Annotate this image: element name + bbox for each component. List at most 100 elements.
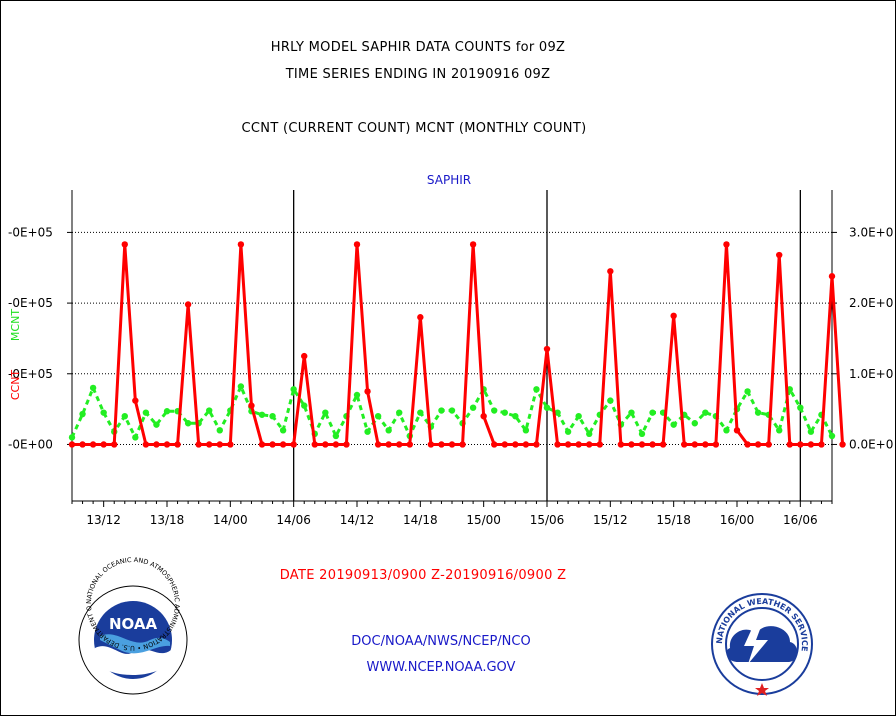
- y-axis-label-ccnt: CCNT: [9, 370, 22, 401]
- data-point-mcnt: [564, 428, 572, 435]
- data-point-ccnt: [153, 441, 160, 448]
- data-point-mcnt: [723, 427, 730, 434]
- nws-logo: NATIONAL WEATHER SERVICE: [711, 593, 813, 696]
- data-point-ccnt: [142, 441, 150, 448]
- y-tick-label-right: 0.0E+0: [849, 437, 893, 451]
- data-point-ccnt: [322, 441, 329, 448]
- data-point-ccnt: [227, 441, 234, 448]
- data-point-ccnt: [68, 441, 76, 448]
- data-point-mcnt: [533, 386, 540, 393]
- data-point-ccnt: [111, 441, 118, 448]
- y-tick-label-left: -0E+05: [8, 367, 53, 381]
- data-point-mcnt: [322, 409, 329, 416]
- data-point-mcnt: [364, 428, 371, 435]
- noaa-ring-text: NATIONAL OCEANIC AND ATMOSPHERIC ADMINIS…: [0, 0, 181, 652]
- data-point-mcnt: [628, 409, 635, 416]
- chart-title-line1: HRLY MODEL SAPHIR DATA COUNTS for 09Z: [271, 40, 566, 55]
- data-point-mcnt: [89, 384, 97, 392]
- x-tick-label: 15/06: [530, 513, 565, 527]
- data-point-ccnt: [733, 427, 741, 434]
- data-point-mcnt: [258, 411, 266, 418]
- data-point-mcnt: [501, 409, 508, 416]
- data-point-mcnt: [396, 409, 403, 416]
- data-point-mcnt: [153, 421, 160, 428]
- data-point-ccnt: [596, 441, 603, 448]
- data-point-ccnt: [628, 441, 635, 448]
- y-tick-label-left: -0E+05: [8, 225, 53, 239]
- data-point-mcnt: [776, 427, 783, 434]
- data-point-ccnt: [501, 441, 508, 448]
- data-point-ccnt: [258, 441, 266, 448]
- data-point-mcnt: [290, 386, 297, 393]
- data-point-mcnt: [132, 434, 139, 441]
- data-point-ccnt: [364, 388, 371, 395]
- data-point-ccnt: [343, 441, 350, 448]
- data-point-ccnt: [174, 441, 181, 448]
- axis-layer: [67, 190, 837, 507]
- data-point-ccnt: [702, 441, 709, 448]
- y-tick-label-right: 2.0E+0: [849, 296, 893, 310]
- data-point-mcnt: [121, 412, 128, 420]
- data-point-ccnt: [522, 441, 530, 448]
- data-point-ccnt: [670, 312, 677, 320]
- data-point-ccnt: [248, 402, 255, 409]
- x-tick-label: 14/00: [213, 513, 248, 527]
- x-tick-label: 15/18: [656, 513, 691, 527]
- data-point-ccnt: [828, 273, 836, 280]
- data-point-mcnt: [279, 427, 287, 434]
- data-point-ccnt: [406, 441, 413, 448]
- data-point-mcnt: [438, 407, 445, 414]
- data-point-ccnt: [818, 441, 825, 448]
- credit-line-2[interactable]: WWW.NCEP.NOAA.GOV: [367, 660, 516, 675]
- data-point-mcnt: [522, 427, 530, 434]
- data-point-mcnt: [216, 427, 223, 434]
- data-point-ccnt: [89, 441, 97, 448]
- data-point-mcnt: [332, 432, 340, 440]
- data-point-ccnt: [564, 441, 572, 448]
- data-point-mcnt: [575, 412, 582, 420]
- data-point-ccnt: [184, 301, 192, 308]
- data-point-ccnt: [448, 441, 456, 448]
- data-point-mcnt: [797, 404, 804, 411]
- data-point-ccnt: [121, 241, 128, 248]
- data-point-mcnt: [184, 420, 192, 427]
- data-point-ccnt: [290, 441, 297, 448]
- x-tick-label: 14/06: [276, 513, 311, 527]
- data-point-mcnt: [385, 427, 392, 434]
- data-point-mcnt: [807, 428, 815, 435]
- x-tick-label: 13/18: [150, 513, 185, 527]
- y-axis-label-mcnt: MCNT: [9, 309, 22, 341]
- x-tick-label: 16/06: [783, 513, 818, 527]
- data-point-ccnt: [554, 441, 561, 448]
- data-point-ccnt: [723, 241, 730, 248]
- data-point-ccnt: [301, 352, 308, 360]
- data-point-ccnt: [543, 345, 551, 353]
- data-point-ccnt: [132, 397, 139, 404]
- tick-label-layer: -0E+00 0.0E+0 -0E+05 1.0E+0 -0E+05 2.0E+0 -0E+…: [8, 225, 893, 527]
- data-point-mcnt: [237, 383, 245, 390]
- data-point-ccnt: [374, 441, 382, 448]
- data-point-ccnt: [79, 441, 86, 448]
- data-point-mcnt: [206, 407, 213, 414]
- data-point-ccnt: [681, 441, 688, 448]
- data-point-mcnt: [301, 402, 308, 409]
- chart-title-line3: CCNT (CURRENT COUNT) MCNT (MONTHLY COUNT…: [242, 121, 587, 136]
- noaa-logo-text: NOAA: [109, 615, 158, 633]
- data-point-ccnt: [459, 441, 466, 448]
- x-tick-label: 14/12: [340, 513, 375, 527]
- data-point-ccnt: [469, 241, 477, 248]
- date-range-label: DATE 20190913/0900 Z-20190916/0900 Z: [280, 568, 567, 583]
- data-point-mcnt: [417, 409, 424, 416]
- data-point-ccnt: [206, 441, 213, 448]
- data-point-mcnt: [269, 412, 276, 420]
- data-point-ccnt: [712, 441, 720, 448]
- data-point-mcnt: [374, 412, 382, 420]
- data-point-ccnt: [480, 412, 487, 420]
- data-point-ccnt: [195, 441, 202, 448]
- credit-line-1[interactable]: DOC/NOAA/NWS/NCEP/NCO: [351, 634, 530, 649]
- data-point-ccnt: [607, 268, 614, 275]
- data-point-mcnt: [448, 407, 456, 414]
- data-point-ccnt: [776, 251, 783, 259]
- data-point-ccnt: [512, 441, 519, 448]
- data-point-ccnt: [237, 241, 245, 248]
